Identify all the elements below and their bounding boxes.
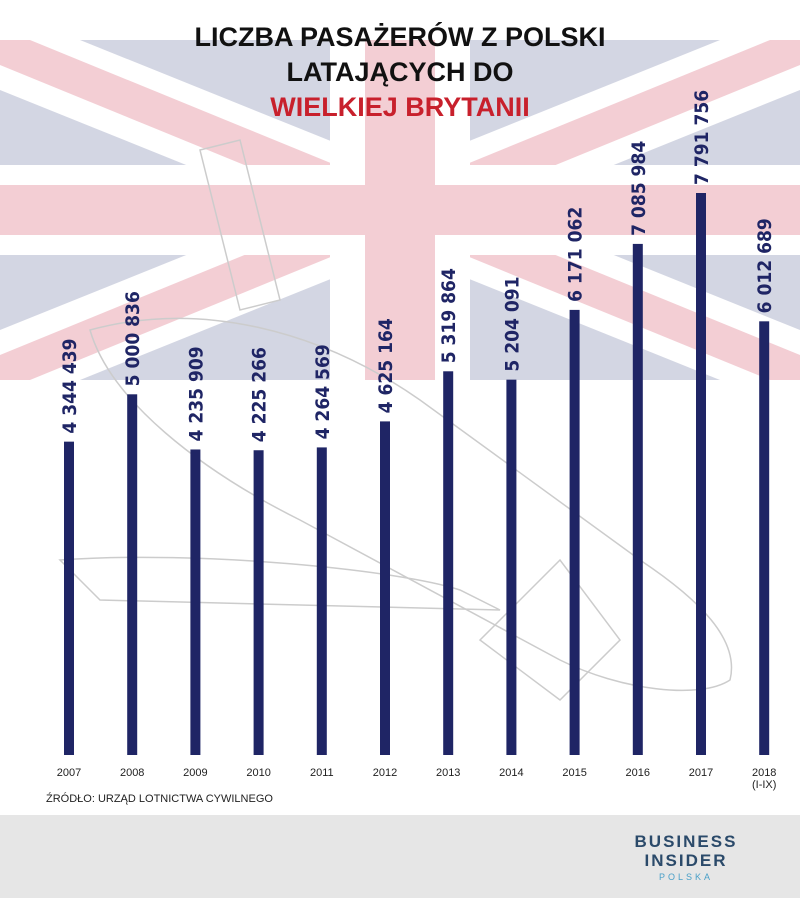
x-tick-label: 2016: [626, 767, 650, 779]
bar: [569, 309, 580, 755]
value-label: 4 225 266: [249, 347, 271, 442]
logo: INSIDER: [645, 851, 728, 870]
bar: [443, 371, 454, 755]
bar: [632, 243, 643, 755]
x-tick-label: 2009: [183, 767, 207, 779]
value-label: 5 000 836: [122, 291, 144, 386]
bar: [316, 447, 327, 755]
x-tick-label: 2010: [246, 767, 270, 779]
bar: [190, 449, 201, 755]
bar: [696, 193, 706, 755]
value-label: 4 344 439: [59, 338, 81, 433]
flag-background: [0, 40, 800, 380]
x-tick-label: 2011: [310, 767, 334, 779]
bar: [380, 421, 390, 755]
value-label: 5 319 864: [438, 268, 460, 363]
bar: [253, 450, 264, 755]
value-label: 5 204 091: [501, 276, 523, 371]
logo: POLSKA: [659, 872, 713, 882]
chart-title: LICZBA PASAŻERÓW Z POLSKI: [195, 21, 606, 52]
logo: BUSINESS: [635, 832, 738, 851]
footer: [0, 815, 800, 898]
value-label: 4 264 569: [312, 344, 334, 439]
bar: [127, 394, 138, 755]
bar: [506, 379, 517, 755]
source: ŹRÓDŁO: URZĄD LOTNICTWA CYWILNEGO: [46, 792, 273, 805]
value-label: 7 791 756: [691, 90, 713, 185]
x-tick-label: 2013: [436, 767, 460, 779]
x-tick-label: 2014: [499, 767, 523, 779]
value-label: 4 625 164: [375, 318, 397, 413]
x-tick-label: 2018 (I-IX): [752, 767, 776, 791]
x-tick-label: 2017: [689, 767, 713, 779]
value-label: 6 171 062: [565, 207, 587, 302]
x-tick-label: 2012: [373, 767, 397, 779]
x-tick-label: 2008: [120, 767, 144, 779]
bar: [64, 441, 74, 755]
chart-title: LATAJĄCYCH DO: [287, 57, 514, 87]
x-tick-label: 2015: [562, 767, 586, 779]
value-label: 7 085 984: [628, 141, 650, 236]
chart-title: WIELKIEJ BRYTANII: [270, 92, 530, 122]
bar: [759, 321, 770, 755]
value-label: 4 235 909: [185, 346, 207, 441]
value-label: 6 012 689: [754, 218, 776, 313]
x-tick-label: 2007: [57, 767, 81, 779]
